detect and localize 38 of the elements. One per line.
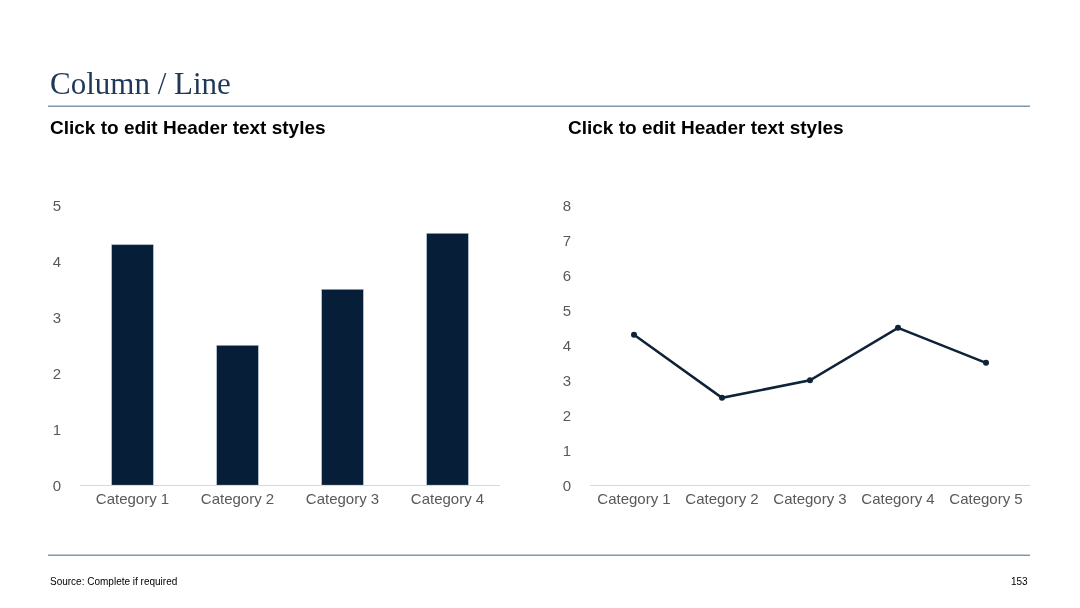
y-tick-label: 4 xyxy=(52,252,61,270)
y-tick-label: 7 xyxy=(562,231,571,249)
y-tick-label: 6 xyxy=(562,266,571,284)
text: 153 xyxy=(1011,576,1029,587)
x-tick-label: Category 4 xyxy=(410,490,485,508)
y-tick-label: 5 xyxy=(52,196,61,214)
y-tick-label: 1 xyxy=(52,420,61,438)
text: Column / Line xyxy=(50,66,231,101)
source-note: Source: Complete if required xyxy=(50,576,178,587)
x-tick-label: Category 1 xyxy=(597,490,671,508)
bar xyxy=(111,244,154,486)
y-tick-label: 2 xyxy=(52,364,61,382)
y-tick-label: 8 xyxy=(562,196,571,214)
x-tick-label: Category 3 xyxy=(773,490,847,508)
chart-title: Click to edit Header text styles xyxy=(50,117,326,138)
x-tick-label: Category 5 xyxy=(949,490,1023,508)
point xyxy=(895,324,901,331)
x-tick-label: Category 2 xyxy=(685,490,759,508)
point xyxy=(983,359,989,366)
point xyxy=(631,331,637,338)
point xyxy=(719,394,725,401)
x-tick-label: Category 3 xyxy=(305,490,380,508)
bar xyxy=(216,345,259,486)
x-tick-label: Category 1 xyxy=(95,490,170,508)
y-tick-label: 1 xyxy=(562,441,571,459)
y-tick-label: 0 xyxy=(52,476,61,494)
y-tick-label: 0 xyxy=(562,476,571,494)
y-tick-label: 3 xyxy=(562,371,571,389)
y-tick-label: 4 xyxy=(562,336,571,354)
chart-title: Click to edit Header text styles xyxy=(568,117,844,138)
y-tick-label: 2 xyxy=(562,406,571,424)
x-tick-label: Category 4 xyxy=(861,490,935,508)
bar xyxy=(426,233,469,486)
y-tick-label: 3 xyxy=(52,308,61,326)
bar xyxy=(321,289,364,486)
point xyxy=(807,377,813,384)
x-tick-label: Category 2 xyxy=(200,490,275,508)
y-tick-label: 5 xyxy=(562,301,571,319)
